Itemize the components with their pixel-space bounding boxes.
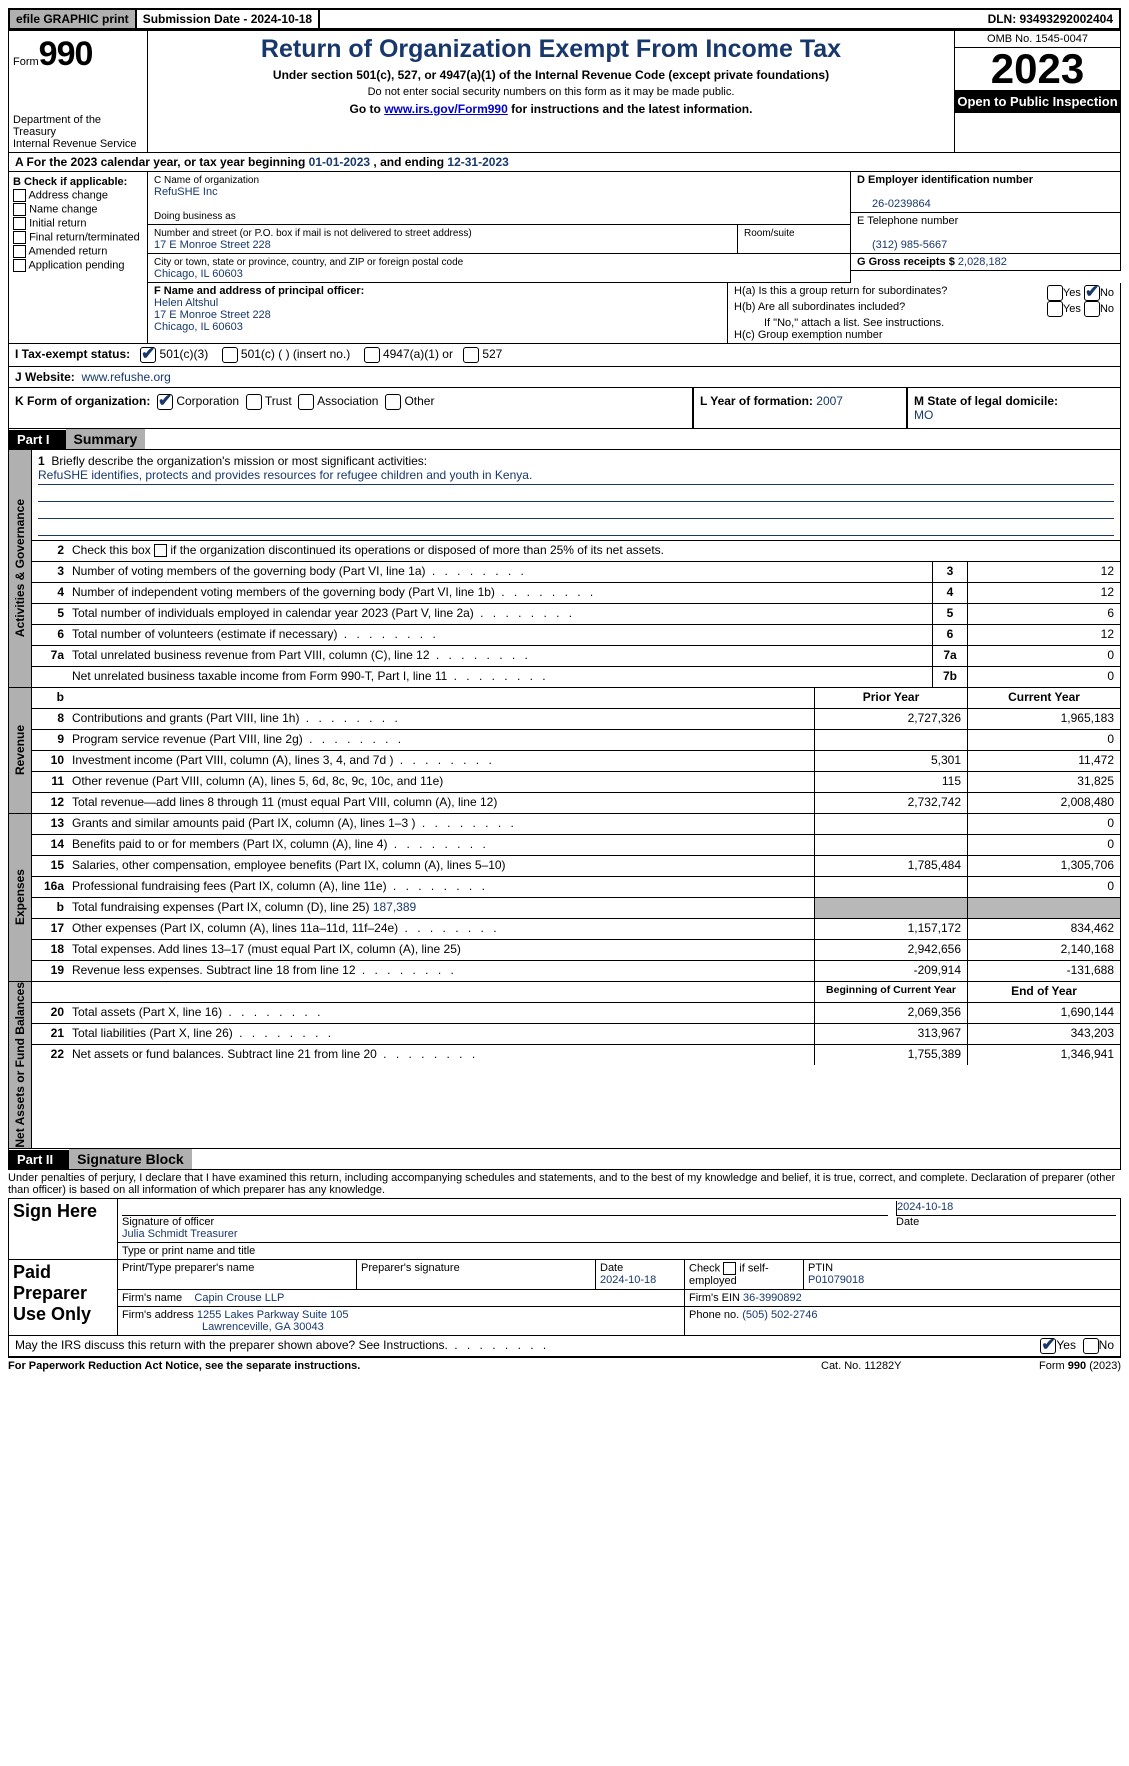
- line-A: A For the 2023 calendar year, or tax yea…: [8, 153, 1121, 172]
- chk-application-pending[interactable]: Application pending: [13, 259, 143, 272]
- vtab-revenue: Revenue: [13, 725, 27, 775]
- form-subtitle: Under section 501(c), 527, or 4947(a)(1)…: [154, 68, 948, 82]
- dln: DLN: 93493292002404: [982, 10, 1119, 28]
- col-C: C Name of organizationRefuSHE IncDoing b…: [147, 172, 851, 283]
- vtab-governance: Activities & Governance: [13, 499, 27, 637]
- col-DE: D Employer identification number26-02398…: [851, 172, 1121, 283]
- efile-print-button[interactable]: efile GRAPHIC print: [10, 10, 137, 28]
- paid-preparer-table: Paid Preparer Use Only Print/Type prepar…: [8, 1259, 1121, 1336]
- org-name: RefuSHE Inc: [154, 186, 218, 198]
- part1-header: Part ISummary: [8, 429, 1121, 450]
- vtab-expenses: Expenses: [13, 869, 27, 925]
- row-I: I Tax-exempt status: 501(c)(3) 501(c) ( …: [8, 344, 1121, 367]
- form-number: 990: [39, 35, 93, 73]
- tax-year: 2023: [955, 48, 1120, 90]
- state-domicile: MO: [914, 408, 933, 422]
- discuss-no[interactable]: [1083, 1338, 1099, 1354]
- chk-amended[interactable]: Amended return: [13, 245, 143, 258]
- chk-4947[interactable]: [364, 347, 380, 363]
- officer-name: Helen Altshul: [154, 297, 218, 309]
- vtab-netassets: Net Assets or Fund Balances: [13, 982, 27, 1148]
- irs-label: Internal Revenue Service: [13, 138, 143, 148]
- col-H: H(a) Is this a group return for subordin…: [728, 283, 1121, 344]
- officer-signature-name: Julia Schmidt Treasurer: [122, 1228, 238, 1240]
- chk-trust[interactable]: [246, 394, 262, 410]
- part2-header: Part IISignature Block: [8, 1149, 1121, 1170]
- submission-date: Submission Date - 2024-10-18: [137, 10, 320, 28]
- gross-receipts: 2,028,182: [958, 256, 1007, 268]
- sign-here-table: Sign Here Signature of officerJulia Schm…: [8, 1198, 1121, 1260]
- sign-date: 2024-10-18: [897, 1201, 953, 1213]
- chk-501c3[interactable]: [140, 347, 156, 363]
- phone: (312) 985-5667: [872, 239, 947, 251]
- topbar: efile GRAPHIC print Submission Date - 20…: [8, 8, 1121, 30]
- footer-row: For Paperwork Reduction Act Notice, see …: [8, 1357, 1121, 1372]
- chk-initial-return[interactable]: Initial return: [13, 217, 143, 230]
- sign-here-label: Sign Here: [9, 1198, 118, 1259]
- discuss-row: May the IRS discuss this return with the…: [8, 1336, 1121, 1357]
- org-city: Chicago, IL 60603: [154, 268, 243, 280]
- section-expenses: Expenses 13Grants and similar amounts pa…: [8, 814, 1121, 982]
- col-B: B Check if applicable: Address change Na…: [8, 172, 147, 344]
- website: www.refushe.org: [81, 370, 170, 384]
- chk-address-change[interactable]: Address change: [13, 189, 143, 202]
- chk-final-return[interactable]: Final return/terminated: [13, 231, 143, 244]
- chk-527[interactable]: [463, 347, 479, 363]
- Hb-no[interactable]: [1084, 301, 1100, 317]
- chk-name-change[interactable]: Name change: [13, 203, 143, 216]
- mission-text: RefuSHE identifies, protects and provide…: [38, 468, 1114, 485]
- firm-ein: 36-3990892: [743, 1292, 802, 1304]
- ptin: P01079018: [808, 1274, 864, 1286]
- ein: 26-0239864: [872, 198, 931, 210]
- year-formation: 2007: [816, 394, 843, 408]
- form-label: Form: [13, 56, 39, 68]
- section-governance: Activities & Governance 1 Briefly descri…: [8, 450, 1121, 688]
- discuss-yes[interactable]: [1040, 1338, 1056, 1354]
- firm-name: Capin Crouse LLP: [194, 1292, 284, 1304]
- section-revenue: Revenue bPrior YearCurrent Year 8Contrib…: [8, 688, 1121, 814]
- section-netassets: Net Assets or Fund Balances Beginning of…: [8, 982, 1121, 1149]
- row-J: J Website: www.refushe.org: [8, 367, 1121, 388]
- goto-line: Go to www.irs.gov/Form990 for instructio…: [154, 102, 948, 116]
- Ha-yes[interactable]: [1047, 285, 1063, 301]
- chk-assoc[interactable]: [298, 394, 314, 410]
- col-F: F Name and address of principal officer:…: [147, 283, 728, 344]
- org-street: 17 E Monroe Street 228: [154, 239, 271, 251]
- form-header: Form990 Department of the Treasury Inter…: [8, 30, 1121, 153]
- chk-other[interactable]: [385, 394, 401, 410]
- form-title: Return of Organization Exempt From Incom…: [154, 35, 948, 64]
- Ha-no[interactable]: [1084, 285, 1100, 301]
- firm-phone: (505) 502-2746: [742, 1309, 817, 1321]
- irs-link[interactable]: www.irs.gov/Form990: [384, 102, 508, 116]
- entity-grid: B Check if applicable: Address change Na…: [8, 172, 1121, 344]
- Hb-yes[interactable]: [1047, 301, 1063, 317]
- dept-treasury: Department of the Treasury: [13, 114, 143, 138]
- chk-501c[interactable]: [222, 347, 238, 363]
- open-to-public: Open to Public Inspection: [955, 90, 1120, 113]
- ssn-note: Do not enter social security numbers on …: [154, 86, 948, 98]
- chk-corp[interactable]: [157, 394, 173, 410]
- perjury-text: Under penalties of perjury, I declare th…: [8, 1170, 1121, 1198]
- paid-preparer-label: Paid Preparer Use Only: [9, 1259, 118, 1335]
- row-KLM: K Form of organization: Corporation Trus…: [8, 388, 1121, 429]
